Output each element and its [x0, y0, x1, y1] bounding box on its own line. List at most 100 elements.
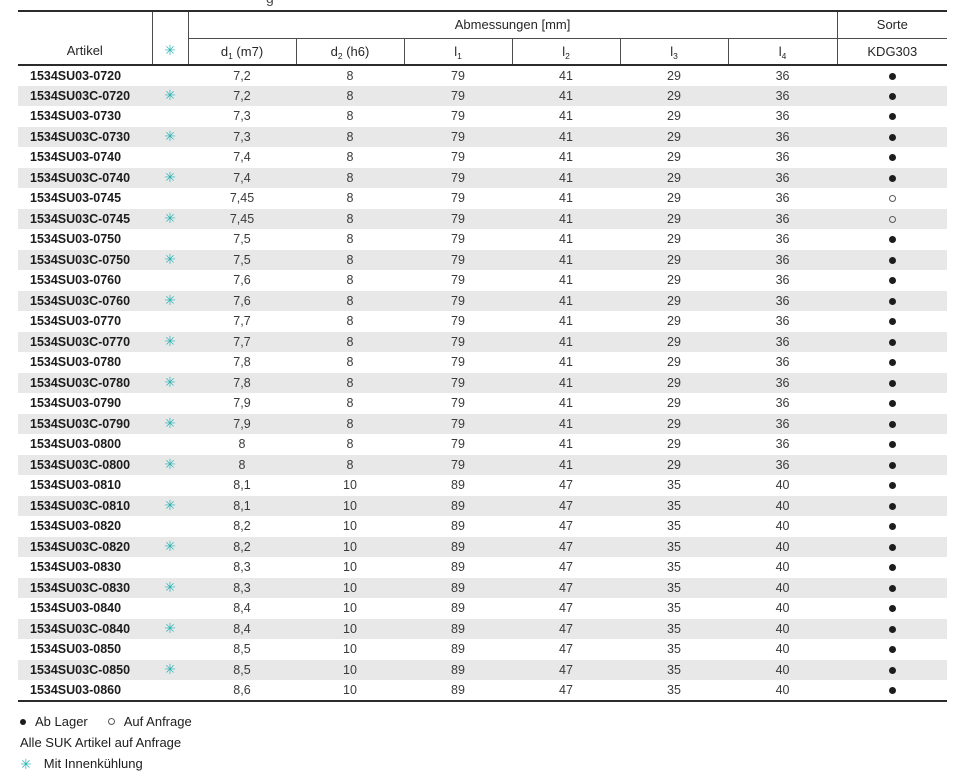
table-row: 1534SU03C-0850 ✳ 8,5 10 89 47 35 40 [18, 659, 948, 680]
stock-cell [837, 413, 948, 434]
cooling-cell: ✳ [152, 372, 188, 393]
d1-cell: 7,8 [188, 372, 296, 393]
table-row: 1534SU03C-0810 ✳ 8,1 10 89 47 35 40 [18, 495, 948, 516]
table-row: 1534SU03C-0800 ✳ 8 8 79 41 29 36 [18, 454, 948, 475]
l3-cell: 29 [667, 191, 681, 206]
ab-lager-dot-icon [20, 718, 26, 725]
table-row: 1534SU03-0750 7,5 8 79 41 29 36 [18, 229, 947, 250]
l3-cell: 29 [667, 232, 681, 247]
d2-cell: 8 [346, 68, 354, 83]
d2-cell: 8 [346, 150, 354, 165]
cooling-cell: ✳ [152, 659, 188, 680]
stock-cell [837, 577, 948, 598]
d1-cell: 8 [188, 454, 296, 475]
cooling-cell [152, 639, 188, 660]
cooling-icon: ✳ [164, 579, 176, 596]
d2-cell: 8 [296, 454, 404, 475]
l3-cell: 29 [620, 290, 728, 311]
table-row: 1534SU03C-0750 ✳ 7,5 8 79 41 29 36 [18, 249, 948, 270]
stock-cell [837, 65, 947, 86]
column-header-grade: KDG303 [837, 38, 948, 66]
l4-cell: 36 [775, 68, 790, 83]
stock-dot [888, 195, 896, 203]
l3-cell: 29 [667, 437, 681, 452]
cooling-cell: ✳ [152, 167, 188, 188]
d1-cell: 7,5 [233, 232, 251, 247]
l2-cell: 47 [559, 519, 573, 534]
stock-dot [888, 666, 896, 674]
stock-dot [888, 359, 896, 367]
artikel-cell: 1534SU03-0745 [30, 191, 122, 206]
l1-cell: 79 [451, 191, 465, 206]
table-row: 1534SU03-0745 7,45 8 79 41 29 36 [18, 188, 947, 209]
d2-cell: 8 [296, 331, 404, 352]
d2-cell: 10 [343, 601, 357, 616]
l4-cell: 36 [775, 232, 790, 247]
stock-dot [888, 686, 896, 694]
artikel-cell: 1534SU03-0780 [30, 355, 122, 370]
l4-cell: 36 [775, 273, 790, 288]
cooling-icon: ✳ [164, 374, 176, 391]
l2-cell: 41 [512, 126, 620, 147]
artikel-cell: 1534SU03C-0820 [18, 536, 152, 557]
stock-cell [837, 639, 947, 660]
table-row: 1534SU03C-0745 ✳ 7,45 8 79 41 29 36 [18, 208, 948, 229]
d1-cell: 7,6 [188, 290, 296, 311]
stock-dot [888, 502, 896, 510]
cooling-legend: ✳ Mit Innenkühlung [20, 753, 192, 774]
stock-dot [888, 215, 896, 223]
l2-cell: 47 [559, 560, 573, 575]
artikel-cell: 1534SU03-0810 [30, 478, 122, 493]
l1-cell: 79 [451, 273, 465, 288]
d2-cell: 10 [296, 680, 404, 702]
cooling-cell [152, 680, 188, 702]
d1-cell: 7,7 [233, 314, 251, 329]
cooling-icon: ✳ [164, 333, 176, 350]
artikel-cell: 1534SU03-0760 [30, 273, 122, 288]
cooling-cell: ✳ [152, 454, 188, 475]
l1-cell: 79 [451, 232, 465, 247]
table-header: Artikel ✳ Abmessungen [mm] Sorte d1 (m7)… [18, 11, 948, 66]
l4-cell: 36 [728, 454, 838, 475]
l1-cell: 79 [451, 396, 465, 411]
stock-dot [888, 461, 896, 469]
stock-dot [888, 174, 896, 182]
l1-cell: 89 [404, 659, 512, 680]
artikel-cell: 1534SU03C-0770 [18, 331, 152, 352]
table-row: 1534SU03-0840 8,4 10 89 47 35 40 [18, 598, 947, 619]
l3-cell: 29 [620, 249, 728, 270]
stock-dot [888, 584, 896, 592]
l4-cell: 36 [775, 396, 790, 411]
cooling-icon: ✳ [164, 128, 176, 145]
d1-cell: 7,9 [233, 396, 251, 411]
stock-cell [837, 352, 947, 373]
artikel-cell: 1534SU03C-0830 [18, 577, 152, 598]
stock-dot [888, 543, 896, 551]
stock-cell [837, 516, 947, 537]
l3-cell: 35 [620, 536, 728, 557]
l3-cell: 29 [620, 167, 728, 188]
artikel-cell: 1534SU03C-0720 [18, 85, 152, 106]
l3-cell: 35 [620, 659, 728, 680]
table-row: 1534SU03C-0840 ✳ 8,4 10 89 47 35 40 [18, 618, 948, 639]
l4-cell: 36 [775, 191, 790, 206]
table-row: 1534SU03-0810 8,1 10 89 47 35 40 [18, 475, 947, 496]
d1-cell: 7,3 [188, 126, 296, 147]
stock-cell [837, 229, 947, 250]
cooling-icon: ✳ [164, 661, 176, 678]
d1-cell: 8,2 [233, 519, 251, 534]
cooling-cell: ✳ [152, 413, 188, 434]
cooling-cell: ✳ [152, 85, 188, 106]
l2-cell: 41 [559, 355, 573, 370]
stock-dot [888, 646, 896, 654]
cooling-cell [152, 393, 188, 414]
table-row: 1534SU03C-0760 ✳ 7,6 8 79 41 29 36 [18, 290, 948, 311]
d2-cell: 10 [343, 478, 357, 493]
l1-cell: 79 [451, 437, 465, 452]
cooling-cell [152, 106, 188, 127]
l2-cell: 41 [512, 208, 620, 229]
stock-cell [837, 618, 948, 639]
table-row: 1534SU03-0770 7,7 8 79 41 29 36 [18, 311, 947, 332]
l1-cell: 79 [404, 85, 512, 106]
d2-cell: 8 [296, 126, 404, 147]
